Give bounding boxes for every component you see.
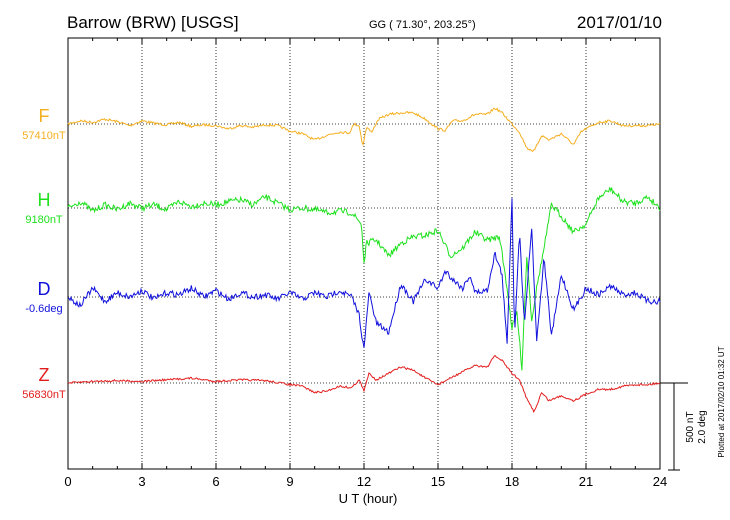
series-lines [67,107,661,414]
series-line-f [67,107,661,152]
series-name-z: Z [39,365,50,385]
series-labels: F 57410nT H 9180nT D -0.6deg Z 56830nT [22,106,66,401]
series-baseline-label-h: 9180nT [25,214,63,226]
x-tick-label: 3 [138,474,145,489]
x-tick-label: 6 [212,474,219,489]
series-line-z [67,354,661,414]
x-tick-label: 24 [653,474,667,489]
x-tick-label: 9 [286,474,293,489]
series-name-h: H [38,190,51,210]
x-tick-label: 0 [64,474,71,489]
series-baseline-label-z: 56830nT [22,389,66,401]
scale-bar-label-deg: 2.0 deg [697,410,708,443]
chart-coordinates: GG ( 71.30°, 203.25°) [369,19,476,31]
series-name-f: F [39,106,50,126]
x-tick-label: 15 [431,474,445,489]
series-line-h [67,187,661,371]
series-line-d [67,198,661,348]
chart-date: 2017/01/10 [577,13,662,32]
x-tick-label: 12 [357,474,371,489]
series-name-d: D [38,279,51,299]
series-baseline-label-d: -0.6deg [25,303,62,315]
x-tick-label: 21 [579,474,593,489]
scale-bar: 500 nT 2.0 deg [660,382,708,471]
x-axis-label: U T (hour) [339,491,398,506]
plotted-note: Plotted at 2017/02/10 01:32 UT [717,346,726,457]
series-baseline-label-f: 57410nT [22,130,66,142]
grid [141,38,587,469]
scale-bar-label-nt: 500 nT [685,411,696,442]
x-axis-ticks: 0 3 6 9 12 15 18 21 24 [64,38,667,489]
chart-title: Barrow (BRW) [USGS] [67,13,239,32]
x-tick-label: 18 [505,474,519,489]
